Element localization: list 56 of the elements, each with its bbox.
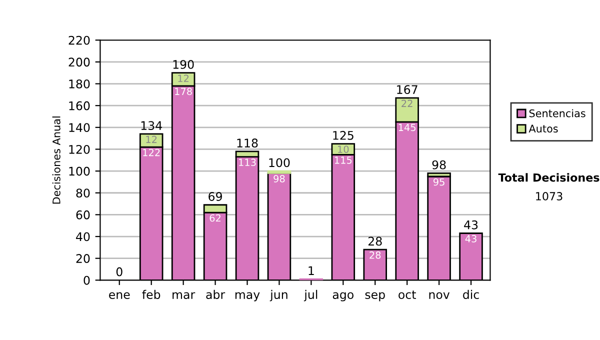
y-tick-label: 120 [69, 144, 90, 154]
data-label: 178 [175, 88, 192, 96]
text: Total Decisiones [498, 173, 600, 182]
y-tick-label: 220 [68, 36, 90, 45]
y-tick-label: 80 [76, 188, 90, 198]
data-label: 28 [370, 251, 381, 259]
y-tick-label: 0 [84, 276, 90, 285]
x-tick-label: may [235, 292, 260, 302]
data-label: 145 [398, 124, 416, 132]
total-label: 1 [308, 266, 314, 275]
y-tick-label: 160 [69, 101, 90, 110]
x-tick-label: nov [429, 292, 450, 300]
total-label: 134 [141, 121, 162, 130]
data-label: 12 [178, 74, 189, 82]
text: 1073 [536, 192, 562, 200]
legend-label: Sentencias [529, 109, 586, 118]
data-label: 62 [210, 214, 220, 222]
data-label: 113 [239, 158, 256, 166]
x-tick-label: jun [270, 290, 288, 302]
data-label: 22 [402, 100, 412, 107]
y-axis-title: Decisiones Anual [52, 116, 60, 204]
data-label: 98 [274, 175, 285, 182]
total-label: 0 [116, 267, 122, 276]
x-tick-label: feb [142, 290, 160, 300]
bar [267, 170, 292, 174]
y-tick-label: 60 [76, 210, 90, 220]
x-tick-label: abr [206, 290, 226, 300]
y-tick-label: 100 [69, 166, 90, 176]
data-label: 115 [334, 156, 352, 164]
data-label: 12 [146, 136, 157, 143]
y-tick-label: 180 [69, 79, 90, 88]
total-label: 190 [173, 60, 194, 69]
x-tick-label: mar [172, 292, 196, 300]
total-label: 118 [237, 138, 258, 148]
x-tick-label: ago [332, 292, 354, 302]
y-tick-label: 140 [69, 123, 90, 132]
data-label: 122 [143, 148, 160, 156]
total-label: 167 [397, 85, 418, 94]
legend-label: Autos [528, 124, 558, 133]
y-tick-label: 20 [76, 254, 90, 263]
data-label: 10 [338, 146, 349, 153]
total-label: 100 [269, 158, 290, 168]
x-tick-label: ene [109, 292, 130, 300]
total-label: 43 [464, 220, 478, 230]
total-label: 125 [333, 130, 354, 140]
total-label: 69 [208, 192, 222, 201]
y-tick-label: 40 [76, 232, 90, 242]
total-label: 98 [432, 160, 446, 170]
x-tick-label: oct [398, 290, 416, 300]
x-tick-label: jul [304, 290, 318, 302]
total-label: 28 [368, 236, 382, 246]
data-label: 95 [433, 178, 444, 186]
data-label: 43 [465, 235, 476, 242]
x-tick-label: dic [463, 290, 479, 300]
x-tick-label: sep [365, 292, 385, 302]
y-tick-label: 200 [68, 58, 90, 67]
